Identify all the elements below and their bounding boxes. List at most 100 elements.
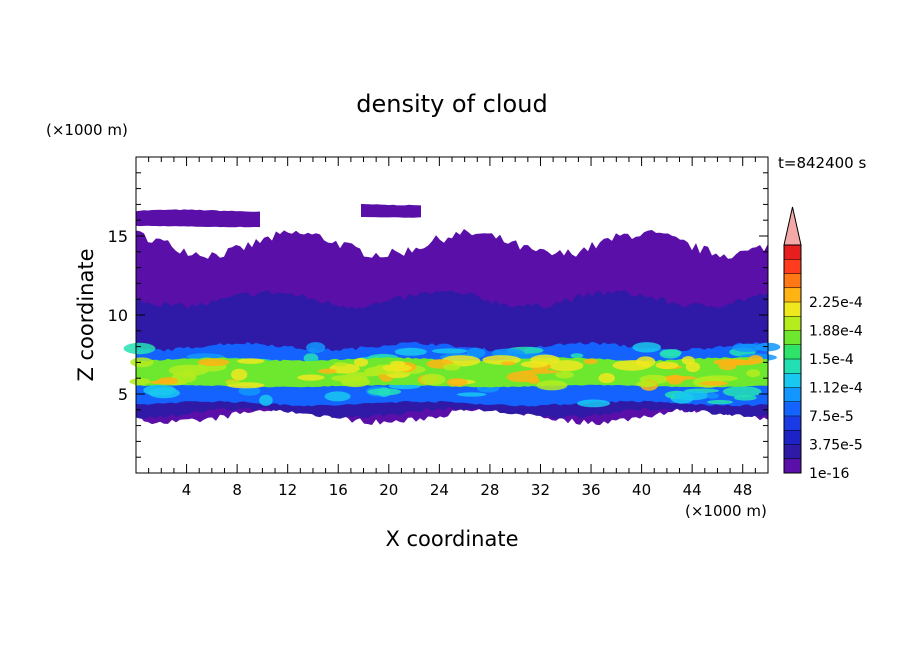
- cloud-speckle: [732, 343, 762, 352]
- cloud-speckle: [519, 369, 560, 374]
- cloud-layer-anvil-1: [361, 203, 421, 218]
- colorbar-label: 1e-16: [809, 466, 849, 482]
- cloud-speckle: [527, 377, 540, 384]
- cloud-speckle: [456, 392, 487, 397]
- y-tick-label: 10: [108, 306, 128, 325]
- cloud-layer-shape: [136, 209, 260, 228]
- cloud-speckle: [722, 386, 762, 398]
- cloud-speckle: [570, 353, 584, 359]
- cloud-speckle: [225, 380, 240, 385]
- x-tick-label: 48: [733, 481, 752, 499]
- colorbar-band: [784, 458, 801, 474]
- cloud-speckle: [701, 375, 738, 382]
- cloud-speckle: [130, 357, 154, 368]
- cloud-layer-peak-5: [129, 354, 768, 391]
- colorbar-band: [784, 245, 801, 260]
- cloud-speckle: [443, 363, 461, 371]
- cloud-speckle: [367, 388, 402, 396]
- cloud-speckle: [699, 381, 729, 386]
- cloud-speckle: [685, 361, 701, 373]
- colorbar-band: [784, 416, 801, 431]
- x-tick-label: 4: [182, 481, 192, 499]
- colorbar-band: [784, 401, 801, 417]
- cloud-speckle: [707, 399, 733, 405]
- cloud-speckle: [318, 368, 337, 374]
- cloud-speckle: [632, 342, 661, 353]
- colorbar-label: 1.88e-4: [809, 324, 863, 340]
- x-axis-label: X coordinate: [385, 527, 518, 551]
- cloud-speckle: [340, 376, 370, 388]
- cloud-layer-anvil-0: [136, 209, 260, 228]
- cloud-speckle: [431, 348, 468, 354]
- cloud-speckle: [306, 342, 326, 354]
- cloud-speckle: [333, 361, 347, 367]
- cloud-speckle: [500, 361, 516, 366]
- colorbar-band: [784, 259, 801, 274]
- cloud-speckle: [555, 371, 574, 379]
- cloud-speckle: [673, 390, 710, 401]
- cloud-speckle: [324, 391, 351, 402]
- colorbar-band: [784, 344, 801, 360]
- colorbar-label: 7.5e-5: [809, 409, 854, 425]
- colorbar-band: [784, 273, 801, 289]
- x-tick-label: 16: [329, 481, 348, 499]
- cloud-speckle: [143, 384, 177, 396]
- cloud-speckle: [259, 394, 273, 406]
- colorbar-band: [784, 330, 801, 346]
- colorbar-band: [784, 387, 801, 403]
- colorbar-band: [784, 373, 801, 388]
- colorbar-extend-arrow: [783, 206, 802, 246]
- cloud-speckle: [197, 358, 230, 367]
- cloud-speckle: [353, 357, 369, 367]
- x-unit-label: (×1000 m): [685, 502, 767, 520]
- colorbar-band: [784, 287, 801, 303]
- density-field: [123, 203, 781, 426]
- cloud-speckle: [183, 369, 197, 378]
- x-tick-label: 20: [379, 481, 398, 499]
- cloud-speckle: [659, 349, 681, 359]
- time-label: t=842400 s: [778, 154, 866, 172]
- cloud-speckle: [548, 360, 584, 372]
- cloud-speckle: [303, 353, 319, 364]
- cloud-speckle: [636, 356, 656, 368]
- cloud-speckle: [123, 342, 156, 355]
- colorbar-label: 1.5e-4: [809, 352, 854, 368]
- colorbar-label: 2.25e-4: [809, 295, 863, 311]
- colorbar-band: [784, 444, 801, 460]
- cloud-speckle: [231, 368, 248, 381]
- colorbar-label: 1.12e-4: [809, 381, 863, 397]
- cloud-speckle: [583, 358, 598, 365]
- cloud-speckle: [446, 378, 468, 387]
- cloud-speckle: [394, 347, 427, 356]
- cloud-speckle: [157, 377, 179, 385]
- cloud-speckle: [598, 373, 615, 384]
- cloud-speckle: [666, 374, 684, 385]
- cloud-speckle: [420, 373, 446, 386]
- chart-title: density of cloud: [356, 90, 547, 118]
- colorbar-band: [784, 302, 801, 317]
- y-axis-label: Z coordinate: [74, 248, 98, 381]
- cloud-speckle: [238, 386, 261, 396]
- cloud-speckle: [237, 358, 264, 364]
- x-tick-label: 12: [278, 481, 297, 499]
- x-tick-label: 32: [531, 481, 550, 499]
- colorbar-band: [784, 359, 801, 374]
- cloud-speckle: [655, 361, 679, 369]
- colorbar-band: [784, 430, 801, 445]
- cloud-speckle: [636, 381, 656, 388]
- x-tick-label: 44: [683, 481, 702, 499]
- colorbar-label: 3.75e-5: [809, 438, 863, 454]
- x-tick-label: 36: [581, 481, 600, 499]
- cloud-speckle: [726, 359, 757, 366]
- x-tick-label: 28: [480, 481, 499, 499]
- cloud-speckle: [382, 364, 413, 372]
- x-tick-label: 40: [632, 481, 651, 499]
- y-unit-label: (×1000 m): [46, 121, 128, 139]
- cloud-layer-shape: [361, 203, 421, 218]
- cloud-speckle: [536, 380, 568, 391]
- cloud-speckle: [530, 354, 560, 365]
- cloud-speckle: [297, 374, 325, 381]
